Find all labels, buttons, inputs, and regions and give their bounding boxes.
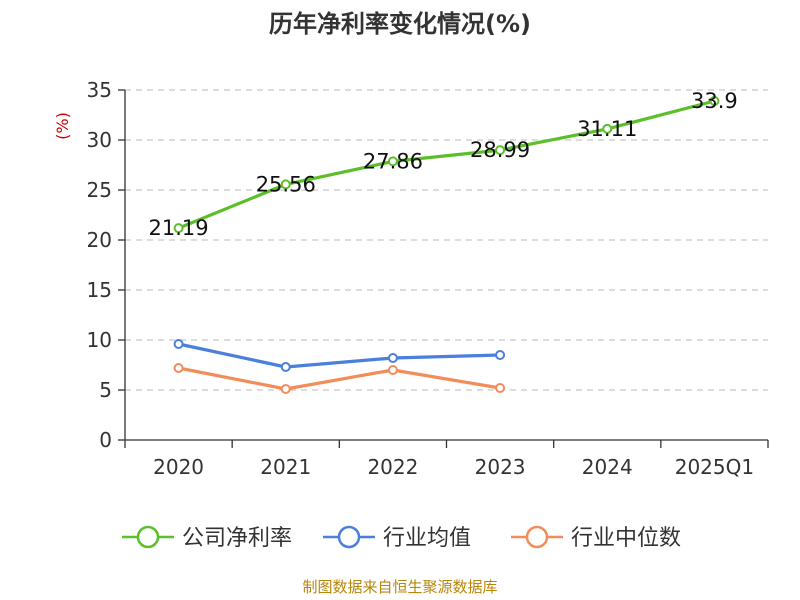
data-label: 27.86	[363, 149, 423, 173]
data-point	[495, 350, 506, 360]
data-label: 33.9	[691, 89, 738, 113]
legend-label: 行业中位数	[571, 526, 681, 551]
data-point	[387, 156, 398, 167]
data-label: 31.11	[577, 117, 637, 141]
legend-marker	[337, 525, 361, 549]
x-tick-label: 2025Q1	[675, 455, 754, 479]
y-tick-label: 5	[99, 378, 112, 402]
y-tick-label: 20	[87, 228, 112, 252]
data-point	[280, 179, 291, 190]
legend-marker	[525, 525, 549, 549]
x-tick-label: 2024	[582, 455, 633, 479]
data-point	[173, 363, 184, 373]
x-tick-label: 2021	[260, 455, 311, 479]
data-point	[387, 353, 398, 363]
y-tick-label: 0	[99, 428, 112, 452]
series-line-0	[177, 99, 715, 230]
series-line-2	[178, 366, 501, 391]
legend-label: 行业均值	[383, 526, 471, 551]
legend-label: 公司净利率	[182, 526, 292, 551]
data-label: 28.99	[470, 138, 530, 162]
y-axis-unit: (%)	[53, 112, 72, 140]
data-point	[280, 362, 291, 372]
chart-title: 历年净利率变化情况(%)	[269, 10, 531, 38]
legend-marker	[136, 525, 160, 549]
data-point	[387, 365, 398, 375]
series-line-1	[178, 342, 501, 369]
legend-item-0[interactable]: 公司净利率	[122, 525, 292, 551]
x-tick-label: 2022	[367, 455, 418, 479]
data-point	[280, 384, 291, 394]
x-tick-label: 2020	[153, 455, 204, 479]
data-source-note: 制图数据来自恒生聚源数据库	[302, 578, 497, 596]
legend-item-1[interactable]: 行业均值	[323, 525, 471, 551]
data-point	[173, 339, 184, 349]
data-label: 21.19	[149, 216, 209, 240]
y-tick-label: 35	[87, 78, 112, 102]
data-point	[173, 223, 184, 234]
data-label: 25.56	[256, 172, 316, 196]
legend-item-2[interactable]: 行业中位数	[511, 525, 681, 551]
y-tick-label: 25	[87, 178, 112, 202]
data-point	[709, 96, 720, 106]
x-tick-label: 2023	[475, 455, 526, 479]
y-tick-label: 10	[87, 328, 112, 352]
y-tick-label: 15	[87, 278, 112, 302]
data-point	[602, 123, 613, 134]
data-point	[495, 145, 506, 156]
data-point	[495, 383, 506, 393]
y-tick-label: 30	[87, 128, 112, 152]
